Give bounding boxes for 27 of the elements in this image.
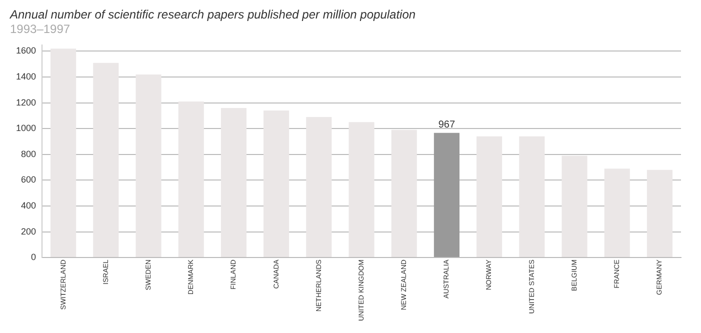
bar: [136, 74, 162, 258]
y-tick-label: 1400: [16, 72, 36, 82]
bar: [562, 156, 588, 258]
y-tick-label: 200: [20, 226, 36, 236]
bar: [604, 168, 630, 258]
bar: [264, 110, 290, 258]
y-tick-label: 1200: [16, 97, 36, 108]
y-tick-label: 1600: [16, 46, 36, 56]
bar: [434, 132, 460, 258]
bar: [93, 62, 119, 258]
y-tick-label: 800: [20, 148, 36, 159]
y-tick-label: 0: [31, 252, 36, 262]
bar: [391, 130, 417, 258]
bar: [646, 170, 672, 258]
bar: [178, 102, 204, 258]
data-label: 967: [438, 120, 456, 131]
bar: [476, 136, 502, 258]
bar: [519, 136, 545, 258]
bar: [306, 117, 332, 258]
y-tick-label: 600: [20, 174, 36, 185]
y-tick-label: 1000: [16, 123, 36, 134]
bar: [50, 48, 76, 258]
bar: [220, 108, 246, 258]
y-tick-label: 400: [20, 200, 36, 210]
bar: [348, 122, 374, 258]
chart-subtitle: 1993–1997: [10, 22, 70, 36]
chart-title: Annual number of scientific research papers published per million population: [9, 8, 416, 22]
